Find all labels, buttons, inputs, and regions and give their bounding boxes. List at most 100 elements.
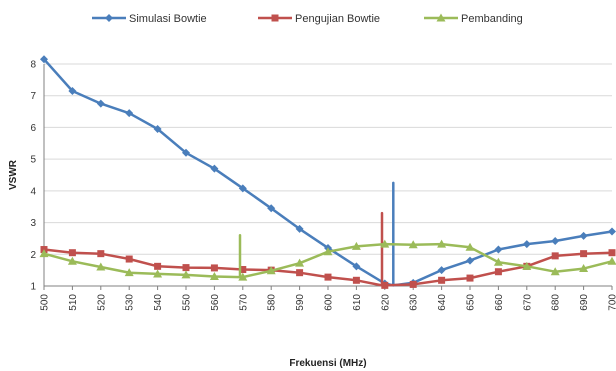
data-point <box>40 55 48 64</box>
x-tick-label: 650 <box>466 294 477 311</box>
y-tick-label: 2 <box>30 250 36 261</box>
data-point <box>580 250 588 258</box>
data-point <box>296 269 304 277</box>
data-point <box>153 269 163 278</box>
y-tick-label: 4 <box>30 186 36 197</box>
data-point <box>97 250 105 258</box>
x-tick-label: 530 <box>125 294 136 311</box>
data-point <box>408 240 418 249</box>
data-point <box>608 227 616 236</box>
series-layer <box>39 55 616 289</box>
legend-label: Simulasi Bowtie <box>129 13 207 25</box>
legend-item: Pengujian Bowtie <box>258 13 380 25</box>
tick-labels: 1 2 3 4 5 6 7 8 500 510 520 530 540 550 560 570 580 590 60… <box>30 60 616 311</box>
data-point <box>125 109 134 118</box>
data-point <box>351 241 361 250</box>
series-line <box>43 211 613 287</box>
series-line <box>43 58 613 287</box>
data-point <box>124 268 134 277</box>
series-pembanding <box>39 234 616 281</box>
y-tick-label: 6 <box>30 123 36 134</box>
data-point <box>210 164 219 173</box>
data-point <box>209 271 219 280</box>
y-tick-label: 1 <box>30 282 36 293</box>
data-point <box>551 252 559 260</box>
data-point <box>295 224 304 233</box>
data-point <box>210 264 218 272</box>
legend-label: Pembanding <box>461 13 523 25</box>
x-tick-label: 590 <box>295 294 306 311</box>
data-point <box>67 256 77 265</box>
data-point <box>437 239 447 248</box>
data-point <box>550 267 560 276</box>
x-tick-label: 620 <box>380 294 391 311</box>
data-point <box>324 273 332 281</box>
data-point <box>466 274 474 282</box>
x-tick-label: 660 <box>494 294 505 311</box>
x-tick-label: 510 <box>68 294 79 311</box>
x-tick-label: 610 <box>352 294 363 311</box>
data-point <box>438 276 446 284</box>
x-tick-label: 550 <box>182 294 193 311</box>
legend-item: Simulasi Bowtie <box>92 13 207 25</box>
data-point <box>39 249 49 258</box>
data-point <box>579 231 588 240</box>
data-point <box>494 245 503 254</box>
x-tick-label: 700 <box>608 294 616 311</box>
legend: Simulasi Bowtie Pengujian Bowtie Pembandin… <box>92 13 523 25</box>
data-point <box>608 249 616 257</box>
data-point <box>352 262 361 271</box>
x-tick-label: 600 <box>324 294 335 311</box>
x-tick-label: 540 <box>153 294 164 311</box>
data-point <box>68 86 77 95</box>
data-point <box>239 266 247 274</box>
data-point <box>607 256 616 265</box>
series-simulasi-bowtie <box>40 55 616 288</box>
data-point <box>551 236 560 245</box>
x-tick-label: 500 <box>40 294 51 311</box>
series-line <box>43 234 613 279</box>
data-point <box>267 204 276 213</box>
data-point <box>154 262 162 270</box>
data-point <box>437 266 446 275</box>
data-point <box>295 258 305 267</box>
data-point <box>125 255 133 263</box>
y-tick-label: 3 <box>30 218 36 229</box>
data-point <box>494 268 502 276</box>
x-tick-label: 520 <box>96 294 107 311</box>
data-point <box>352 276 360 284</box>
x-tick-label: 630 <box>409 294 420 311</box>
x-axis-title: Frekuensi (MHz) <box>289 358 366 369</box>
data-point <box>238 272 248 281</box>
data-point <box>181 270 191 279</box>
legend-marker <box>271 14 279 22</box>
x-tick-label: 690 <box>579 294 590 311</box>
y-tick-label: 8 <box>30 60 36 71</box>
data-point <box>466 256 474 265</box>
data-point <box>323 247 333 256</box>
legend-marker <box>436 13 446 22</box>
data-point <box>238 184 247 193</box>
data-point <box>409 280 417 288</box>
data-point <box>182 148 190 157</box>
data-point <box>493 257 503 266</box>
y-tick-label: 7 <box>30 91 36 102</box>
data-point <box>380 239 390 248</box>
x-tick-label: 570 <box>238 294 249 311</box>
data-point <box>266 266 276 275</box>
x-tick-label: 560 <box>210 294 221 311</box>
data-point <box>96 262 106 271</box>
data-point <box>381 281 389 289</box>
x-tick-label: 670 <box>522 294 533 311</box>
x-tick-label: 640 <box>437 294 448 311</box>
y-tick-label: 5 <box>30 155 36 166</box>
data-point <box>579 264 589 273</box>
data-point <box>465 242 475 251</box>
y-axis-title: VSWR <box>8 159 19 190</box>
legend-marker <box>105 14 113 22</box>
data-point <box>68 249 76 257</box>
data-point <box>96 99 105 108</box>
data-point <box>522 261 532 270</box>
legend-label: Pengujian Bowtie <box>295 13 380 25</box>
